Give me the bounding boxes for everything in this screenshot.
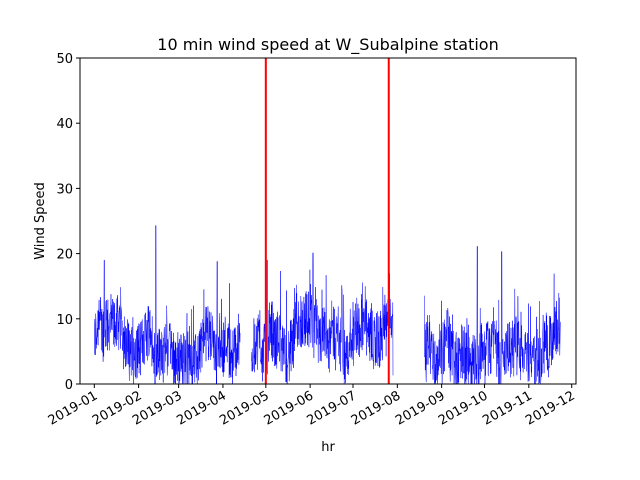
wind-speed-series-segment-1 bbox=[94, 225, 241, 385]
wind-speed-series-segment-2 bbox=[251, 252, 394, 385]
y-tick-label: 20 bbox=[56, 248, 73, 263]
y-axis: 0 10 20 30 40 50 bbox=[56, 52, 80, 393]
y-tick-label: 40 bbox=[56, 117, 73, 132]
series-layer bbox=[94, 225, 561, 385]
vline-layer bbox=[264, 58, 390, 384]
x-axis-label: hr bbox=[321, 440, 335, 455]
wind-speed-series-segment-3 bbox=[424, 246, 561, 385]
plot-area bbox=[79, 57, 577, 385]
y-tick-label: 0 bbox=[65, 378, 73, 393]
y-tick-label: 50 bbox=[56, 52, 73, 67]
y-axis-label: Wind Speed bbox=[33, 182, 48, 260]
axes-frame bbox=[79, 57, 577, 385]
chart-title: 10 min wind speed at W_Subalpine station bbox=[157, 35, 498, 55]
y-tick-label: 30 bbox=[56, 182, 73, 197]
y-tick-label: 10 bbox=[56, 313, 73, 328]
